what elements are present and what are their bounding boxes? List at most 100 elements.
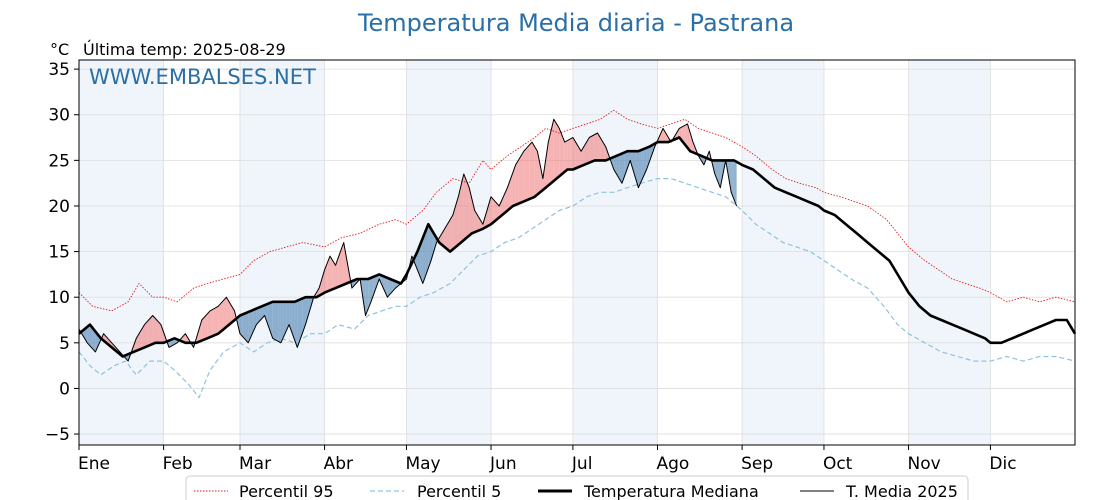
fill-above-median bbox=[207, 310, 210, 339]
legend-box bbox=[185, 475, 969, 500]
fill-above-median bbox=[660, 128, 663, 143]
legend-label-p5: Percentil 5 bbox=[417, 482, 501, 500]
fill-above-median bbox=[343, 242, 347, 285]
fill-below-median bbox=[92, 327, 96, 352]
x-tick-label-ene: Ene bbox=[78, 454, 110, 474]
fill-above-median bbox=[229, 301, 232, 325]
fill-below-median bbox=[250, 309, 254, 337]
fill-above-median bbox=[518, 155, 522, 204]
fill-below-median bbox=[259, 306, 262, 322]
x-tick-label-oct: Oct bbox=[823, 454, 853, 474]
series-line-thin bbox=[78, 118, 738, 362]
month-band-nov bbox=[908, 60, 991, 445]
fill-below-median bbox=[302, 297, 306, 333]
fill-above-median bbox=[602, 142, 606, 161]
fill-above-median bbox=[463, 174, 467, 241]
fill-below-median bbox=[291, 301, 295, 340]
fill-above-median bbox=[662, 128, 666, 143]
fill-above-median bbox=[441, 228, 445, 248]
fill-above-median bbox=[690, 132, 693, 153]
y-tick-label: 25 bbox=[48, 151, 70, 171]
fill-below-median bbox=[365, 278, 369, 316]
fill-below-median bbox=[701, 155, 704, 165]
fill-above-median bbox=[215, 306, 219, 335]
fill-above-median bbox=[139, 329, 142, 350]
y-tick-label: 15 bbox=[48, 243, 70, 263]
month-band-mar bbox=[239, 60, 325, 445]
fill-above-median bbox=[575, 142, 579, 169]
fill-below-median bbox=[387, 277, 391, 298]
fill-above-median bbox=[461, 174, 464, 243]
fill-above-median bbox=[559, 128, 562, 177]
fill-below-median bbox=[278, 301, 281, 343]
fill-above-median bbox=[551, 119, 554, 184]
series-line-thick bbox=[78, 136, 1077, 358]
fill-above-median bbox=[158, 321, 161, 343]
fill-above-median bbox=[152, 315, 156, 344]
fill-above-median bbox=[556, 123, 560, 179]
y-tick-label: −5 bbox=[45, 425, 70, 445]
fill-above-median bbox=[458, 185, 462, 245]
fill-above-median bbox=[499, 199, 502, 218]
x-axis-ticks: Ene Feb Mar Abr May Jun Jul Ago Sep Oct Nov Dic bbox=[78, 445, 1017, 474]
fill-below-median bbox=[362, 278, 366, 316]
fill-above-median bbox=[529, 142, 532, 200]
fill-above-median bbox=[155, 318, 159, 343]
fill-below-median bbox=[280, 301, 284, 343]
y-tick-label: 10 bbox=[48, 288, 70, 308]
fill-below-median bbox=[245, 312, 249, 343]
fill-above-median bbox=[526, 145, 530, 201]
fill-above-median bbox=[570, 137, 573, 170]
y-tick-label: 0 bbox=[59, 379, 70, 399]
series-line-dotted bbox=[78, 109, 1076, 312]
fill-above-median bbox=[319, 278, 322, 296]
fill-above-median bbox=[583, 142, 587, 165]
fill-above-median bbox=[523, 148, 527, 202]
fill-below-median bbox=[256, 307, 260, 325]
plot-frame bbox=[78, 59, 1076, 446]
chart-title: Temperatura Media diaria - Pastrana bbox=[357, 9, 794, 37]
fill-above-median bbox=[340, 242, 344, 286]
fill-below-median bbox=[264, 304, 268, 324]
fill-above-median bbox=[531, 142, 535, 198]
fill-above-median bbox=[209, 309, 213, 338]
fill-below-median bbox=[733, 160, 737, 206]
fill-below-median bbox=[294, 300, 298, 348]
fill-above-median bbox=[561, 135, 565, 175]
fill-above-median bbox=[515, 160, 519, 205]
fill-above-median bbox=[144, 321, 148, 348]
fill-below-median bbox=[286, 301, 290, 331]
fill-below-median bbox=[261, 305, 265, 319]
fill-above-median bbox=[480, 219, 483, 230]
fill-below-median bbox=[239, 314, 243, 337]
fill-below-median bbox=[627, 151, 631, 168]
fill-above-median bbox=[592, 134, 595, 162]
fill-above-median bbox=[682, 125, 685, 145]
fill-above-median bbox=[594, 132, 598, 161]
fill-above-median bbox=[141, 324, 145, 349]
fill-below-median bbox=[289, 301, 292, 333]
fill-below-median bbox=[89, 324, 93, 349]
fill-above-median bbox=[452, 205, 456, 250]
x-tick-label-abr: Abr bbox=[324, 454, 353, 474]
fill-below-median bbox=[649, 145, 653, 162]
x-tick-label-ago: Ago bbox=[656, 454, 689, 474]
fill-above-median bbox=[521, 151, 524, 203]
fill-above-median bbox=[581, 146, 584, 167]
fill-above-median bbox=[335, 257, 339, 289]
fill-above-median bbox=[597, 132, 601, 161]
fill-above-median bbox=[540, 164, 543, 193]
fill-above-median bbox=[548, 130, 552, 186]
fill-below-median bbox=[638, 150, 642, 188]
fill-above-median bbox=[185, 333, 189, 343]
legend-label-median: Temperatura Mediana bbox=[583, 482, 759, 500]
y-tick-label: 30 bbox=[48, 106, 70, 126]
fill-below-median bbox=[731, 160, 734, 200]
fill-above-median bbox=[665, 132, 669, 143]
fill-above-median bbox=[600, 137, 603, 161]
fill-above-median bbox=[447, 219, 451, 252]
fill-below-median bbox=[728, 160, 732, 193]
fill-above-median bbox=[444, 224, 448, 250]
fill-below-median bbox=[242, 313, 246, 340]
